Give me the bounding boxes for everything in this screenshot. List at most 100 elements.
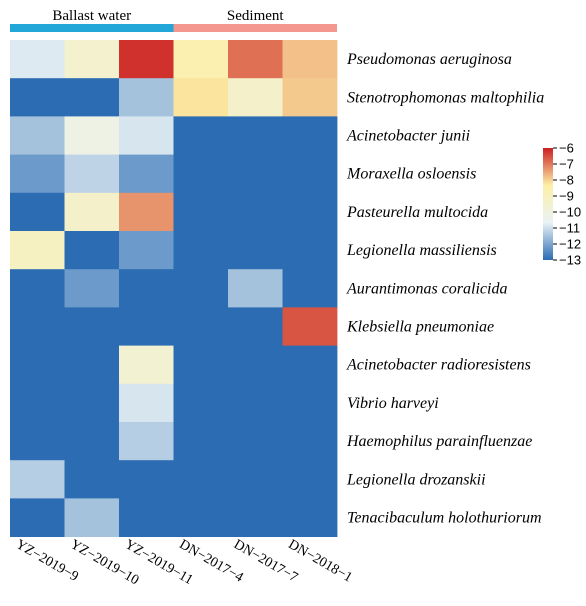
heatmap-cell: [228, 383, 283, 423]
heatmap-cell: [119, 269, 174, 308]
heatmap-cell: [119, 383, 174, 423]
heatmap-cell: [119, 422, 174, 461]
colorbar: −6−7−8−9−10−11−12−13: [543, 141, 581, 268]
heatmap-cell: [173, 307, 229, 346]
row-label: Acinetobacter junii: [346, 128, 470, 145]
heatmap-cell: [282, 154, 338, 194]
heatmap-cell: [228, 422, 283, 461]
heatmap-cell: [119, 40, 174, 79]
heatmap-cell: [228, 269, 283, 308]
heatmap-cell: [10, 116, 65, 155]
colorbar-gradient: [543, 148, 553, 260]
heatmap-cell: [64, 307, 120, 346]
heatmap-cell: [64, 116, 120, 155]
heatmap-cells: [10, 40, 338, 537]
colorbar-tick-label: −11: [559, 221, 580, 236]
heatmap-cell: [119, 192, 174, 232]
heatmap-cell: [119, 154, 174, 194]
heatmap-cell: [282, 269, 338, 308]
heatmap-cell: [10, 231, 65, 270]
heatmap-cell: [173, 78, 229, 117]
row-label: Acinetobacter radioresistens: [346, 357, 531, 374]
heatmap-cell: [228, 78, 283, 117]
heatmap-cell: [64, 345, 120, 385]
heatmap-cell: [10, 498, 65, 537]
heatmap-cell: [64, 383, 120, 423]
heatmap-cell: [64, 154, 120, 194]
heatmap-cell: [173, 422, 229, 461]
heatmap-cell: [228, 116, 283, 155]
heatmap-cell: [228, 345, 283, 385]
heatmap-cell: [282, 307, 338, 346]
heatmap-cell: [228, 154, 283, 194]
row-label: Klebsiella pneumoniae: [346, 319, 494, 336]
heatmap-cell: [119, 345, 174, 385]
heatmap-cell: [10, 383, 65, 423]
heatmap-cell: [282, 192, 338, 232]
heatmap-cell: [64, 460, 120, 499]
heatmap-cell: [282, 78, 338, 117]
heatmap-cell: [173, 40, 229, 79]
heatmap-cell: [10, 307, 65, 346]
row-label: Pseudomonas aeruginosa: [346, 51, 512, 68]
row-label: Moraxella osloensis: [346, 166, 476, 183]
heatmap-cell: [10, 460, 65, 499]
heatmap-cell: [64, 78, 120, 117]
row-label: Pasteurella multocida: [346, 204, 488, 221]
row-label: Vibrio harveyi: [347, 395, 439, 412]
heatmap-cell: [282, 460, 338, 499]
heatmap-cell: [173, 231, 229, 270]
row-label: Legionella massiliensis: [346, 242, 497, 259]
heatmap-cell: [173, 154, 229, 194]
heatmap-cell: [173, 383, 229, 423]
heatmap-cell: [10, 192, 65, 232]
row-label: Legionella drozanskii: [346, 471, 486, 488]
colorbar-tick-label: −6: [559, 141, 574, 156]
group-label-0: Ballast water: [52, 8, 131, 24]
heatmap-cell: [119, 460, 174, 499]
heatmap-cell: [64, 498, 120, 537]
heatmap-cell: [119, 307, 174, 346]
heatmap-cell: [173, 345, 229, 385]
heatmap-cell: [119, 116, 174, 155]
heatmap-cell: [282, 231, 338, 270]
heatmap-cell: [64, 192, 120, 232]
group-label-1: Sediment: [227, 8, 284, 24]
heatmap-cell: [64, 422, 120, 461]
heatmap-cell: [10, 154, 65, 194]
heatmap-cell: [173, 460, 229, 499]
heatmap-cell: [10, 345, 65, 385]
heatmap-cell: [282, 40, 338, 79]
heatmap-cell: [173, 116, 229, 155]
heatmap-cell: [64, 269, 120, 308]
group-annotations: Ballast water Sediment: [10, 8, 337, 32]
heatmap-cell: [119, 498, 174, 537]
heatmap-cell: [282, 116, 338, 155]
heatmap-cell: [282, 498, 338, 537]
heatmap-cell: [10, 269, 65, 308]
heatmap-cell: [119, 231, 174, 270]
colorbar-tick-label: −9: [559, 189, 574, 204]
heatmap-cell: [10, 40, 65, 79]
colorbar-tick-label: −13: [559, 253, 581, 268]
heatmap-cell: [228, 40, 283, 79]
row-labels: Pseudomonas aeruginosa Stenotrophomonas m…: [346, 51, 544, 526]
colorbar-tick-label: −12: [559, 237, 581, 252]
heatmap-cell: [173, 498, 229, 537]
heatmap-cell: [282, 383, 338, 423]
heatmap-cell: [228, 192, 283, 232]
heatmap-cell: [64, 231, 120, 270]
heatmap-cell: [282, 345, 338, 385]
column-labels: YZ−2019−9YZ−2019−10YZ−2019−11DN−2017−4DN…: [13, 537, 355, 588]
row-label: Haemophilus parainfluenzae: [346, 433, 532, 450]
heatmap-cell: [228, 460, 283, 499]
colorbar-tick-label: −8: [559, 173, 574, 188]
group-bar-0: [10, 24, 174, 32]
group-bar-1: [173, 24, 337, 32]
colorbar-tick-label: −10: [559, 205, 581, 220]
heatmap-cell: [173, 269, 229, 308]
row-label: Aurantimonas coralicida: [346, 280, 507, 297]
heatmap-cell: [10, 78, 65, 117]
heatmap-cell: [119, 78, 174, 117]
